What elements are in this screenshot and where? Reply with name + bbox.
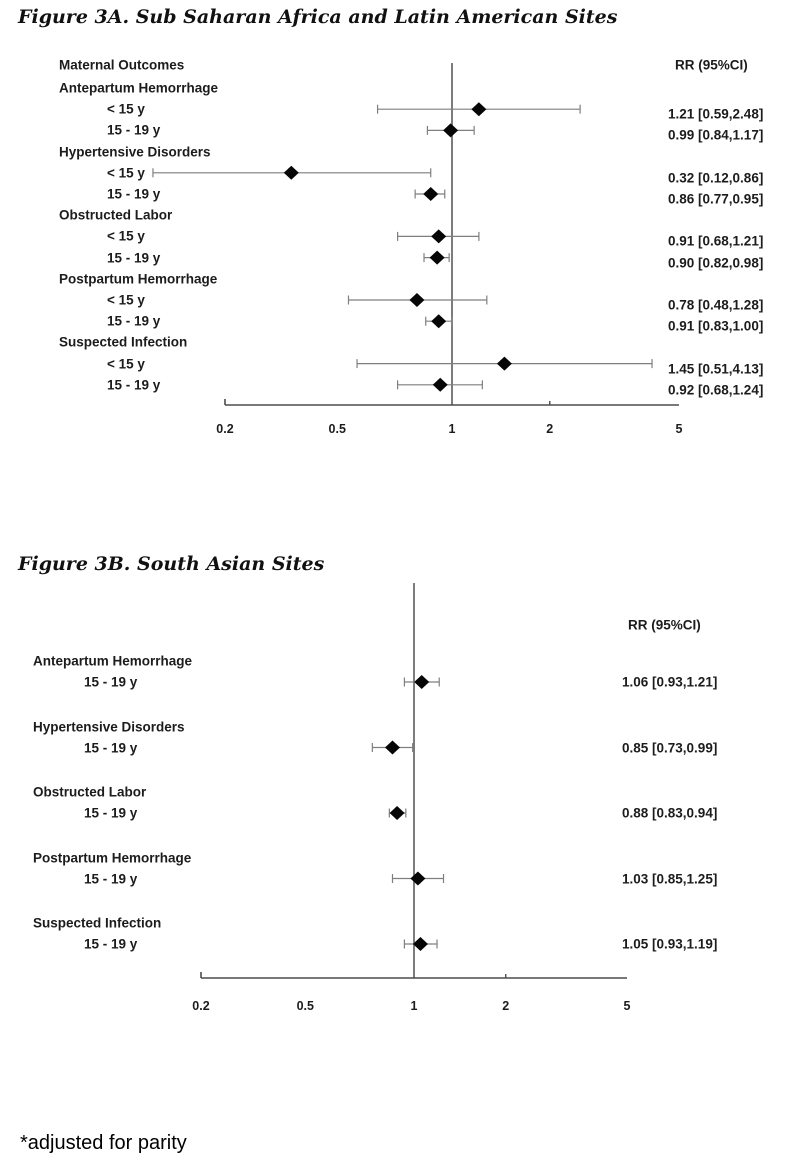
age-group-label: < 15 y — [107, 165, 145, 181]
rr-value: 1.03 [0.85,1.25] — [622, 870, 718, 886]
diamond-marker — [443, 123, 459, 138]
diamond-marker — [409, 293, 425, 307]
diamond-marker — [283, 165, 299, 180]
axis-tick-label: 2 — [546, 421, 554, 436]
outcome-label: Obstructed Labor — [33, 784, 147, 800]
diamond-marker — [432, 377, 448, 392]
outcome-label: Hypertensive Disorders — [59, 143, 211, 159]
rr-value: 0.92 [0.68,1.24] — [668, 382, 764, 398]
age-group-label: 15 - 19 y — [107, 377, 161, 393]
age-group-label: < 15 y — [107, 292, 145, 308]
age-group-label: 15 - 19 y — [84, 805, 138, 821]
outcome-label: Hypertensive Disorders — [33, 718, 185, 734]
rr-value: 0.85 [0.73,0.99] — [622, 739, 718, 755]
age-group-label: 15 - 19 y — [107, 313, 161, 329]
age-group-label: < 15 y — [107, 355, 145, 371]
axis-tick-label: 5 — [623, 998, 631, 1013]
axis-tick-label: 0.2 — [192, 998, 210, 1013]
diamond-marker — [423, 187, 439, 201]
age-group-label: < 15 y — [107, 228, 145, 244]
axis-tick-label: 0.2 — [216, 421, 234, 436]
rr-value: 1.45 [0.51,4.13] — [668, 360, 764, 376]
outcome-label: Obstructed Labor — [59, 207, 173, 223]
footnote: *adjusted for parity — [20, 1132, 187, 1154]
rr-value: 0.32 [0.12,0.86] — [668, 170, 764, 186]
diamond-marker — [389, 806, 405, 820]
outcome-label: Suspected Infection — [59, 334, 188, 350]
age-group-label: 15 - 19 y — [84, 936, 138, 952]
rr-value: 0.90 [0.82,0.98] — [668, 254, 764, 270]
age-group-label: < 15 y — [107, 101, 145, 117]
axis-tick-label: 5 — [675, 421, 683, 436]
axis-tick-label: 2 — [502, 998, 510, 1013]
diamond-marker — [414, 675, 430, 689]
axis-tick-label: 0.5 — [328, 421, 346, 436]
figure-3b-title: Figure 3B. South Asian Sites — [18, 553, 325, 575]
rr-value: 1.21 [0.59,2.48] — [668, 106, 764, 122]
diamond-marker — [431, 229, 447, 244]
outcome-label: Postpartum Hemorrhage — [33, 849, 192, 865]
diamond-marker — [429, 250, 445, 265]
age-group-label: 15 - 19 y — [107, 249, 161, 265]
diamond-marker — [471, 102, 487, 117]
rr-value: 0.91 [0.83,1.00] — [668, 318, 764, 334]
outcome-label: Postpartum Hemorrhage — [59, 271, 218, 287]
diamond-marker — [431, 314, 447, 329]
outcome-label: Antepartum Hemorrhage — [59, 80, 219, 96]
rr-value: 0.86 [0.77,0.95] — [668, 191, 764, 207]
rr-value: 0.88 [0.83,0.94] — [622, 805, 718, 821]
age-group-label: 15 - 19 y — [107, 122, 161, 138]
axis-tick-label: 1 — [410, 998, 418, 1013]
figure-3a-rr-header: RR (95%CI) — [675, 57, 748, 73]
age-group-label: 15 - 19 y — [84, 739, 138, 755]
axis-tick-label: 1 — [448, 421, 456, 436]
diamond-marker — [496, 356, 512, 371]
axis-tick-label: 0.5 — [296, 998, 314, 1013]
outcome-label: Antepartum Hemorrhage — [33, 653, 193, 669]
rr-value: 1.05 [0.93,1.19] — [622, 936, 718, 952]
rr-value: 0.99 [0.84,1.17] — [668, 127, 764, 143]
diamond-marker — [384, 740, 400, 755]
rr-value: 1.06 [0.93,1.21] — [622, 674, 718, 690]
outcome-label: Suspected Infection — [33, 915, 162, 931]
diamond-marker — [410, 871, 426, 886]
rr-value: 0.78 [0.48,1.28] — [668, 297, 764, 313]
age-group-label: 15 - 19 y — [107, 186, 161, 202]
figure-3b-rr-header: RR (95%CI) — [628, 617, 701, 633]
age-group-label: 15 - 19 y — [84, 870, 138, 886]
rr-value: 0.91 [0.68,1.21] — [668, 233, 764, 249]
figure-3a-title: Figure 3A. Sub Saharan Africa and Latin … — [18, 6, 618, 28]
maternal-outcomes-header: Maternal Outcomes — [59, 57, 185, 73]
diamond-marker — [412, 937, 428, 951]
age-group-label: 15 - 19 y — [84, 674, 138, 690]
